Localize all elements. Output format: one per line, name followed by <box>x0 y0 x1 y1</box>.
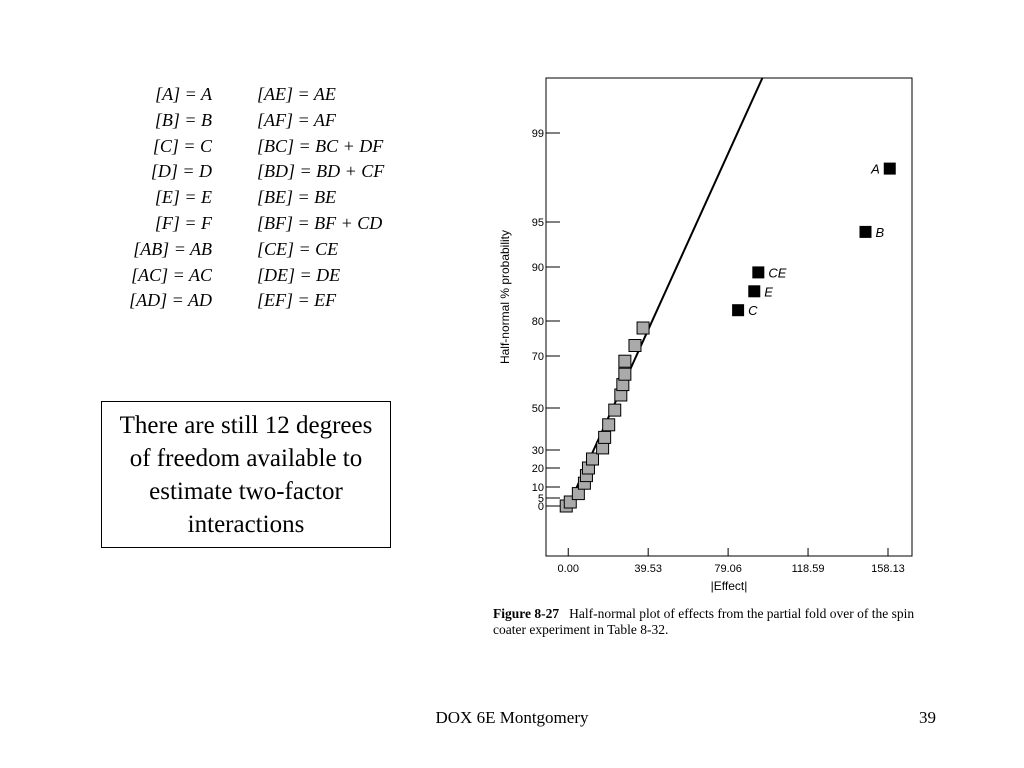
x-tick-label: 118.59 <box>792 563 825 575</box>
y-tick-label: 95 <box>532 217 544 229</box>
x-tick-label: 0.00 <box>558 563 579 575</box>
y-tick-label: 70 <box>532 351 544 363</box>
y-tick-label: 99 <box>532 128 544 140</box>
effect-label: CE <box>768 265 786 280</box>
alias-left: [D] = D <box>150 161 212 182</box>
effect-point <box>618 367 632 381</box>
effect-label: E <box>764 284 773 299</box>
significant-effect-point <box>732 304 745 317</box>
alias-right: [AE] = AE <box>257 84 336 104</box>
effect-point <box>586 452 600 466</box>
effect-point <box>608 403 622 417</box>
x-tick-label: 158.13 <box>871 563 905 575</box>
y-tick-label: 5 <box>538 493 544 505</box>
effect-point <box>602 418 616 432</box>
footer-page-number: 39 <box>919 708 936 727</box>
x-axis-label: |Effect| <box>711 579 748 593</box>
alias-left: [B] = B <box>154 109 212 130</box>
alias-right: [AF] = AF <box>257 109 336 130</box>
significant-effect-point <box>883 162 896 175</box>
effect-label: C <box>748 303 758 318</box>
alias-left: [AC] = AC <box>131 264 212 285</box>
alias-right: [BC] = BC + DF <box>257 135 384 156</box>
note-text: There are still 12 degrees of freedom av… <box>119 411 373 538</box>
alias-right: [BD] = BD + CF <box>257 161 385 182</box>
alias-right: [DE] = DE <box>257 264 341 285</box>
alias-left: [C] = C <box>152 135 212 156</box>
figure-caption-text: Half-normal plot of effects from the par… <box>493 606 915 637</box>
x-tick-label: 39.53 <box>634 563 662 575</box>
effect-point <box>598 430 612 444</box>
plot-frame <box>545 77 913 557</box>
alias-right: [CE] = CE <box>257 238 339 259</box>
y-tick-label: 90 <box>532 262 544 274</box>
y-tick-label: 20 <box>532 463 544 475</box>
y-tick-label: 0 <box>538 501 544 513</box>
alias-right: [BF] = BF + CD <box>257 212 383 233</box>
alias-left: [AB] = AB <box>133 238 212 259</box>
effect-point <box>636 321 650 335</box>
y-tick-label: 80 <box>532 316 544 328</box>
effect-label: A <box>870 162 880 177</box>
figure-caption-label: Figure 8-27 <box>493 606 560 621</box>
y-axis-label: Half-normal % probability <box>498 230 512 364</box>
alias-left: [AD] = AD <box>129 290 212 311</box>
figure-caption: Figure 8-27 Half-normal plot of effects f… <box>493 606 923 638</box>
significant-effect-point <box>752 266 765 279</box>
effect-point <box>618 354 632 368</box>
footer-course-title: DOX 6E Montgomery <box>435 708 589 727</box>
alias-left: [F] = F <box>154 212 212 233</box>
alias-right: [BE] = BE <box>257 187 337 208</box>
note-box: There are still 12 degrees of freedom av… <box>101 401 391 548</box>
y-tick-label: 30 <box>532 445 544 457</box>
alias-left: [A] = A <box>155 84 212 104</box>
y-tick-label: 50 <box>532 403 544 415</box>
effect-point <box>628 339 642 352</box>
significant-effect-point <box>748 285 761 298</box>
alias-right: [EF] = EF <box>257 290 337 311</box>
significant-effect-point <box>859 225 872 238</box>
alias-left: [E] = E <box>154 187 212 208</box>
y-tick-label: 10 <box>532 482 544 494</box>
x-tick-label: 79.06 <box>714 563 742 575</box>
effect-label: B <box>875 225 884 240</box>
